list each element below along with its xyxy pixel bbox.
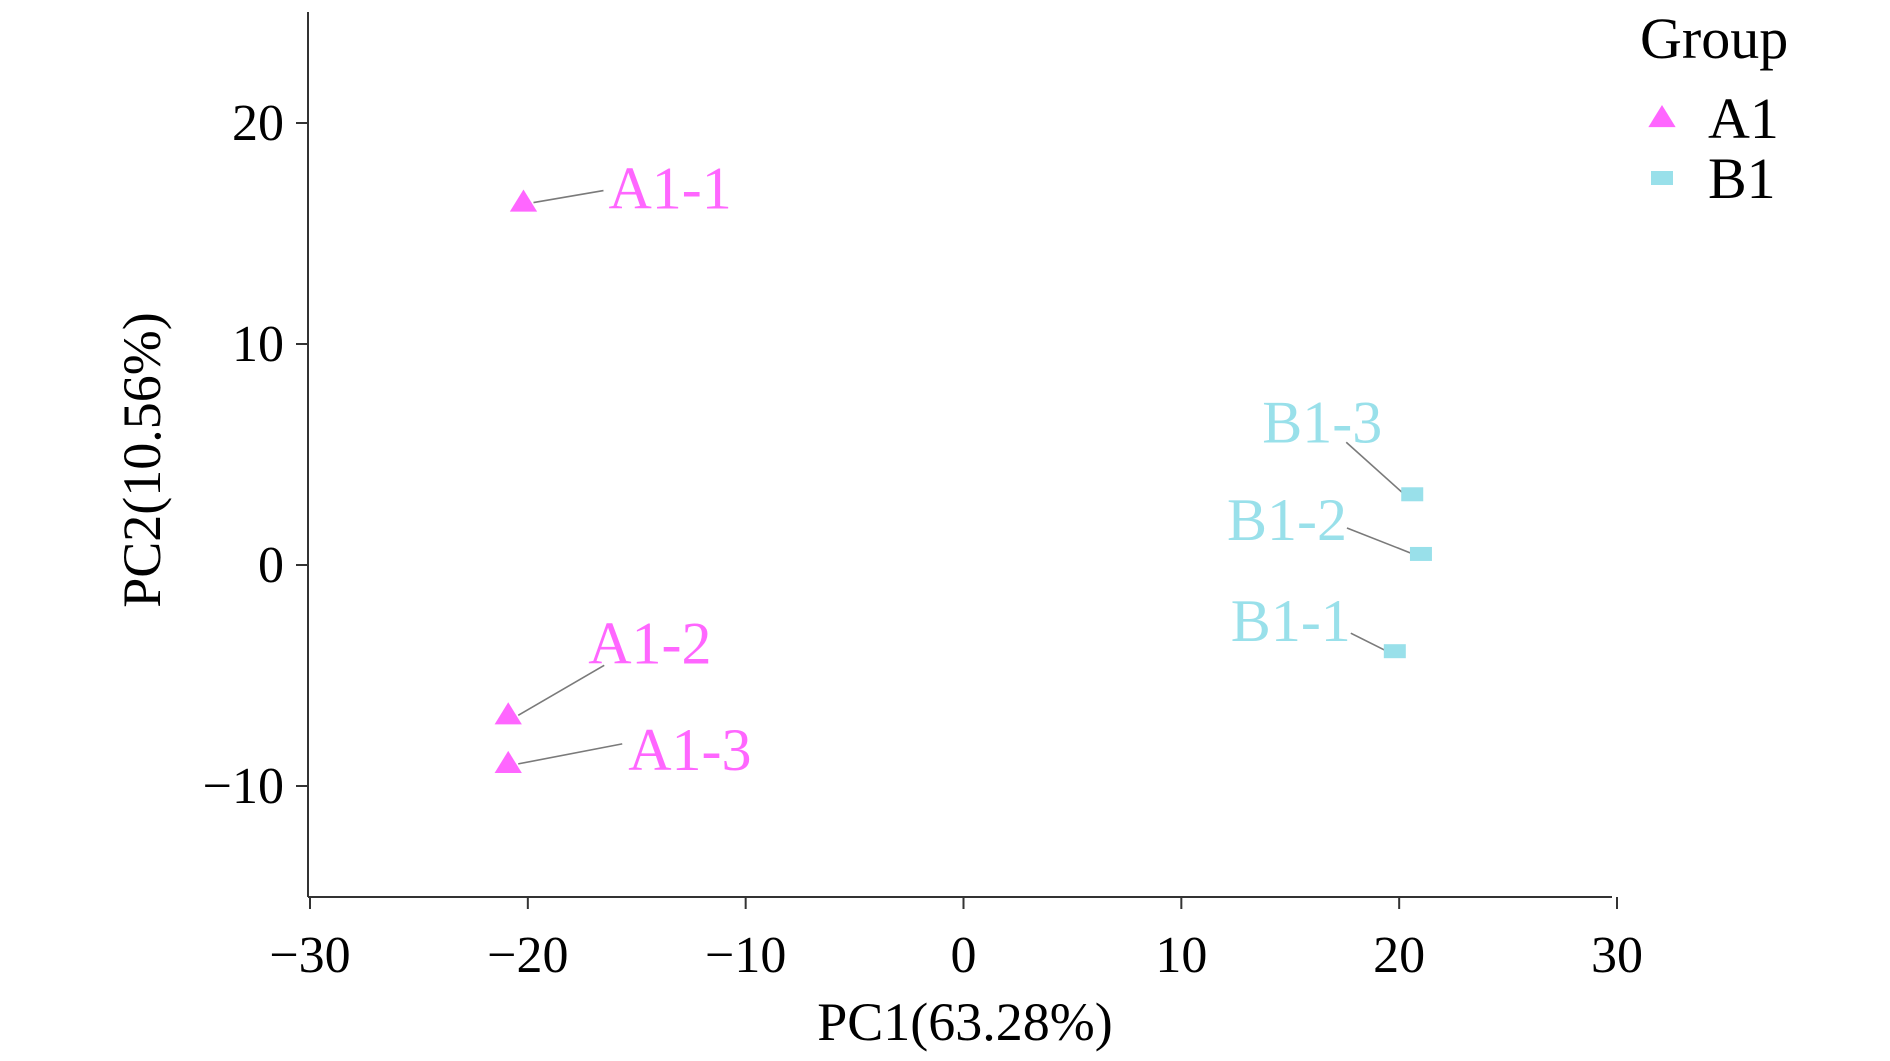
b1-point bbox=[1401, 487, 1424, 502]
x-tick-label: 20 bbox=[1373, 927, 1425, 984]
leader-line bbox=[518, 743, 623, 765]
label-leader-lines bbox=[517, 189, 1414, 765]
point-label: A1-3 bbox=[628, 717, 751, 783]
point-label: A1-2 bbox=[588, 610, 711, 676]
leader-line bbox=[517, 664, 605, 716]
leader-line bbox=[1346, 527, 1414, 555]
point-label: B1-2 bbox=[1227, 487, 1347, 553]
y-axis-title: PC2(10.56%) bbox=[112, 312, 172, 608]
x-tick-label: 10 bbox=[1155, 927, 1207, 984]
legend-label: A1 bbox=[1708, 86, 1779, 151]
point-label: B1-1 bbox=[1231, 588, 1351, 654]
a1-point bbox=[494, 702, 522, 725]
x-tick-label: −30 bbox=[269, 927, 350, 984]
point-label: A1-1 bbox=[608, 156, 731, 222]
x-axis-title: PC1(63.28%) bbox=[817, 992, 1113, 1052]
leader-line bbox=[1350, 632, 1388, 652]
x-tick-label: 0 bbox=[951, 927, 977, 984]
leader-line bbox=[1345, 441, 1405, 495]
data-points bbox=[494, 189, 1432, 773]
b1-point bbox=[1409, 546, 1432, 561]
y-tick-label: 20 bbox=[232, 95, 284, 152]
y-tick-label: 0 bbox=[258, 537, 284, 594]
b1-point bbox=[1383, 644, 1406, 659]
point-label: B1-3 bbox=[1262, 389, 1382, 455]
a1-point bbox=[494, 750, 522, 773]
x-axis-ticks: −30 −20 −10 0 10 20 30 bbox=[269, 897, 1643, 984]
x-tick-label: −20 bbox=[487, 927, 568, 984]
legend-title: Group bbox=[1640, 6, 1788, 71]
legend-label: B1 bbox=[1708, 146, 1776, 211]
y-axis-ticks: −10 0 10 20 bbox=[203, 95, 308, 815]
axes bbox=[307, 12, 1612, 898]
x-tick-label: 30 bbox=[1591, 927, 1643, 984]
y-tick-label: −10 bbox=[203, 758, 284, 815]
x-tick-label: −10 bbox=[705, 927, 786, 984]
a1-point bbox=[509, 189, 538, 212]
legend-b1-square-icon bbox=[1651, 171, 1673, 185]
y-tick-label: 10 bbox=[232, 316, 284, 373]
point-labels: A1-1 A1-2 A1-3 B1-1 B1-2 B1-3 bbox=[588, 156, 1382, 783]
legend-a1-triangle-icon bbox=[1648, 105, 1676, 128]
leader-line bbox=[533, 189, 604, 204]
